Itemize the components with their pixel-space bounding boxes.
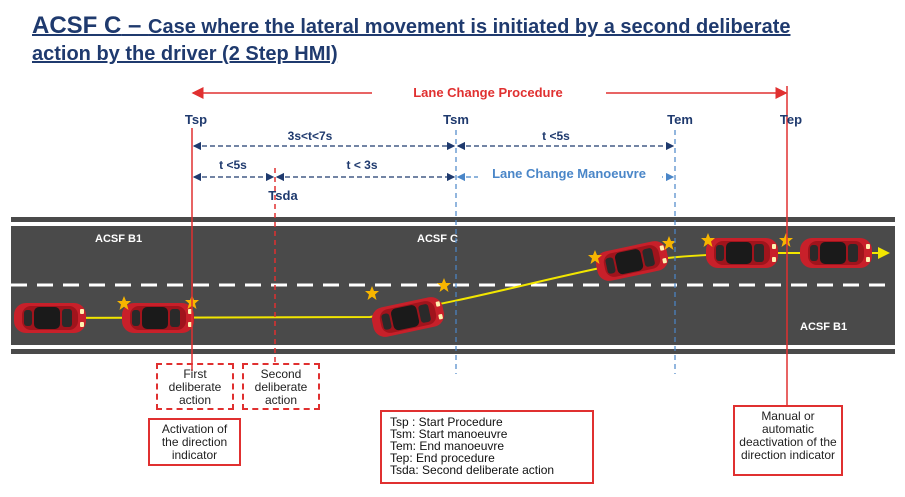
interval-first-label: t <5s: [219, 158, 247, 172]
manoeuvre-label-bg: [478, 164, 662, 182]
deactivation-text: Manual or automatic deactivation of the …: [739, 409, 837, 462]
activation-box: Activation of the direction indicator: [148, 418, 241, 466]
legend-item: Tem: End manoeuvre: [390, 439, 505, 453]
marker-tsda: Tsda: [268, 188, 298, 203]
marker-tep: Tep: [780, 112, 802, 127]
road-edge-bottom: [11, 345, 895, 349]
first-action-box: First deliberate action: [156, 363, 234, 410]
legend-item: Tsp : Start Procedure: [390, 415, 503, 429]
marker-tsp: Tsp: [185, 112, 207, 127]
car-1: [14, 303, 86, 333]
road-label-top-center: ACSF C: [417, 233, 458, 245]
page-title: ACSF C – Case where the lateral movement…: [32, 12, 792, 68]
legend-box: Tsp : Start Procedure Tsm: Start manoeuv…: [380, 410, 594, 484]
interval-main-label: 3s<t<7s: [288, 129, 333, 143]
procedure-label: Lane Change Procedure: [413, 85, 563, 100]
interval-manoeuvre-label: t <5s: [542, 129, 570, 143]
legend-item: Tsm: Start manoeuvre: [390, 427, 508, 441]
car-5: [706, 238, 778, 268]
trajectory-arrowhead: [878, 247, 890, 259]
marker-tsm: Tsm: [443, 112, 469, 127]
deactivation-box: Manual or automatic deactivation of the …: [733, 405, 843, 476]
title-prefix: ACSF C: [32, 12, 122, 39]
car-2: [122, 303, 194, 333]
legend-item: Tep: End procedure: [390, 451, 495, 465]
marker-tem: Tem: [667, 112, 693, 127]
second-action-text: Second deliberate action: [254, 367, 308, 407]
car-6: [800, 238, 872, 268]
road-edge-top: [11, 222, 895, 226]
interval-second-label: t < 3s: [346, 158, 377, 172]
activation-text: Activation of the direction indicator: [161, 422, 228, 462]
road-label-top-left: ACSF B1: [95, 233, 142, 245]
title-dash: –: [121, 12, 149, 39]
second-action-box: Second deliberate action: [242, 363, 320, 410]
manoeuvre-label: Lane Change Manoeuvre: [492, 166, 646, 181]
first-action-text: First deliberate action: [168, 367, 222, 407]
legend-item: Tsda: Second deliberate action: [390, 463, 555, 477]
title-text: Case where the lateral movement is initi…: [32, 16, 791, 65]
road-label-bottom-right: ACSF B1: [800, 321, 847, 333]
